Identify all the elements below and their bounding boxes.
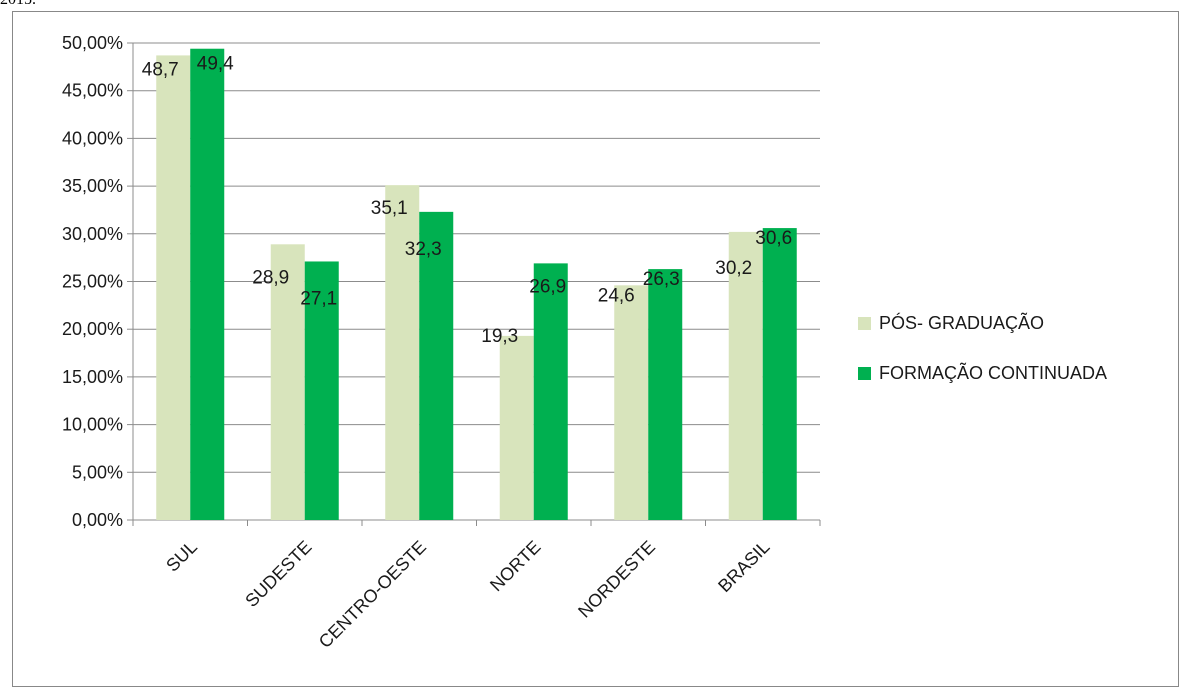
bar-formacao-continuada: [648, 269, 683, 520]
x-category-label: BRASIL: [714, 537, 773, 596]
y-tick-label: 25,00%: [62, 272, 123, 292]
data-label: 19,3: [481, 326, 518, 347]
x-category-label: NORTE: [486, 537, 544, 595]
y-tick-label: 15,00%: [62, 367, 123, 387]
x-category-label: SUL: [162, 537, 201, 576]
data-label: 49,4: [197, 54, 234, 75]
x-category-label: CENTRO-OESTE: [315, 537, 430, 652]
data-label: 48,7: [142, 59, 179, 80]
bar-pos-graduacao: [728, 231, 763, 520]
legend-label: FORMAÇÃO CONTINUADA: [879, 362, 1107, 383]
y-tick-label: 30,00%: [62, 224, 123, 244]
legend-label: PÓS- GRADUAÇÃO: [879, 312, 1044, 333]
data-label: 30,2: [715, 258, 752, 279]
y-tick-label: 40,00%: [62, 128, 123, 148]
y-tick-label: 5,00%: [72, 462, 123, 482]
legend-swatch: [858, 317, 871, 330]
y-tick-label: 20,00%: [62, 319, 123, 339]
legend-swatch: [858, 367, 871, 380]
bar-formacao-continuada: [419, 211, 454, 520]
bar-formacao-continuada: [533, 263, 568, 520]
bar-pos-graduacao: [385, 185, 420, 520]
data-label: 27,1: [300, 288, 337, 309]
y-tick-label: 45,00%: [62, 81, 123, 101]
data-label: 26,9: [529, 276, 566, 297]
x-category-label: SUDESTE: [241, 537, 315, 611]
bar-formacao-continuada: [304, 261, 339, 520]
bar-formacao-continuada: [762, 228, 797, 521]
data-label: 35,1: [371, 198, 408, 219]
bar-pos-graduacao: [614, 285, 649, 520]
bar-pos-graduacao: [499, 335, 534, 520]
x-category-label: NORDESTE: [574, 537, 659, 622]
data-label: 28,9: [252, 267, 289, 288]
data-label: 32,3: [405, 239, 442, 260]
y-tick-label: 35,00%: [62, 176, 123, 196]
bar-formacao-continuada: [190, 48, 225, 520]
y-tick-label: 50,00%: [62, 33, 123, 53]
data-label: 24,6: [598, 285, 635, 306]
y-tick-label: 0,00%: [72, 510, 123, 530]
data-label: 30,6: [755, 228, 792, 249]
bar-pos-graduacao: [156, 55, 191, 520]
bar-pos-graduacao: [270, 244, 305, 520]
data-label: 26,3: [643, 269, 680, 290]
top-caption: 2015.: [0, 0, 36, 11]
y-tick-label: 10,00%: [62, 415, 123, 435]
